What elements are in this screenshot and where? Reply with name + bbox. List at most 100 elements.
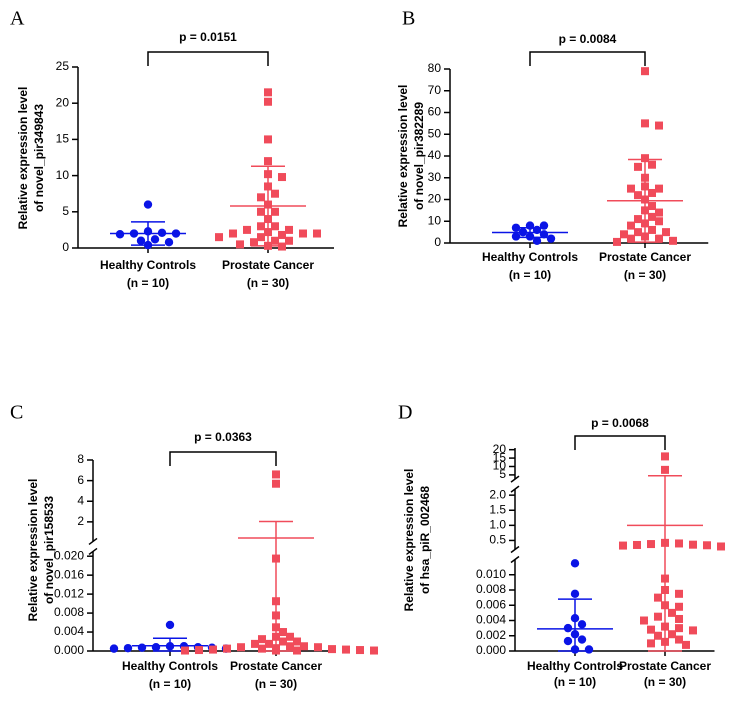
data-point [243,225,251,234]
data-point [647,625,655,634]
data-point [257,222,265,231]
category-note: (n = 10) [149,677,191,691]
x-tick-label: Healthy Controls [100,258,196,272]
p-value: p = 0.0151 [179,30,237,44]
data-point [313,229,321,238]
data-point [137,643,147,652]
data-point [675,614,683,623]
data-point [264,97,272,106]
x-tick-label: Healthy Controls [122,659,218,673]
p-value: p = 0.0363 [194,430,252,444]
data-point [258,644,266,653]
data-point [689,540,697,549]
data-point [634,215,642,224]
data-point [532,236,542,246]
data-point [278,230,286,239]
data-point [272,470,280,479]
data-point [236,240,244,249]
y-tick-label: 5 [62,204,69,218]
data-point [641,67,649,76]
sd-error-bar [513,227,547,239]
sd-error-bar [259,520,293,652]
data-point [661,452,669,461]
y-tick-label: 8 [77,452,84,466]
data-point [654,612,662,621]
y-axis-label: Relative expression level [16,87,30,230]
significance-bracket [574,435,666,450]
data-point [546,234,556,243]
y-axis-label: of novel_pir349843 [32,104,46,212]
significance-bracket [169,451,277,466]
data-point [633,540,641,549]
sd-error-bar [648,474,682,652]
data-point [675,589,683,598]
data-point [682,640,690,649]
data-point [257,193,265,202]
y-tick-label: 0.012 [54,586,84,600]
y-tick-label: 10 [428,213,442,227]
data-point [634,191,642,200]
data-point [627,184,635,193]
data-point [286,632,294,641]
y-tick-label: 20 [428,192,442,206]
data-point [648,188,656,197]
data-point [654,631,662,640]
y-tick-label: 0.008 [476,582,506,596]
y-tick-label: 80 [428,61,442,75]
y-axis-label: of novel_pir158533 [42,496,56,604]
data-point [264,157,272,166]
x-tick-label: Prostate Cancer [599,250,691,264]
y-tick-label: 0.016 [54,567,84,581]
data-point [675,539,683,548]
data-point [195,646,203,655]
y-tick-label: 30 [428,170,442,184]
data-point [250,238,258,247]
data-point [264,88,272,97]
y-axis-label: Relative expression level [396,85,410,228]
data-point [265,639,273,648]
y-tick-label: 0.004 [54,624,84,638]
data-point [689,626,697,635]
category-note: (n = 10) [127,276,169,290]
data-point [655,121,663,130]
data-point [278,173,286,182]
data-point [264,135,272,144]
data-point [165,620,175,630]
y-tick-label: 50 [428,126,442,140]
y-tick-label: 20 [56,95,70,109]
y-tick-label: 2 [77,514,84,528]
data-point [675,624,683,633]
sd-error-bar [628,158,662,243]
data-point [285,225,293,234]
data-point [627,221,635,230]
data-point [641,119,649,128]
sd-error-bar [131,221,165,246]
significance-bracket [147,51,269,66]
data-point [655,184,663,193]
axis-break [510,475,520,483]
axis-break [88,537,98,546]
data-point [577,620,587,629]
sd-error-bar [558,598,592,652]
y-tick-label: 15 [493,450,507,464]
data-point [257,233,265,242]
y-tick-label: 0.020 [54,548,84,562]
y-tick-label: 10 [56,168,70,182]
data-point [654,593,662,602]
data-point [271,189,279,198]
y-tick-label: 6 [77,473,84,487]
data-point [299,229,307,238]
data-point [634,228,642,237]
y-tick-label: 20 [493,442,507,456]
data-point [668,608,676,617]
category-note: (n = 10) [554,675,596,689]
significance-bracket [529,51,646,66]
data-point [703,541,711,550]
data-point [620,230,628,239]
data-point [314,643,322,652]
p-value: p = 0.0084 [559,32,617,46]
y-tick-label: 15 [56,132,70,146]
data-point [181,646,189,655]
category-note: (n = 30) [247,276,289,290]
